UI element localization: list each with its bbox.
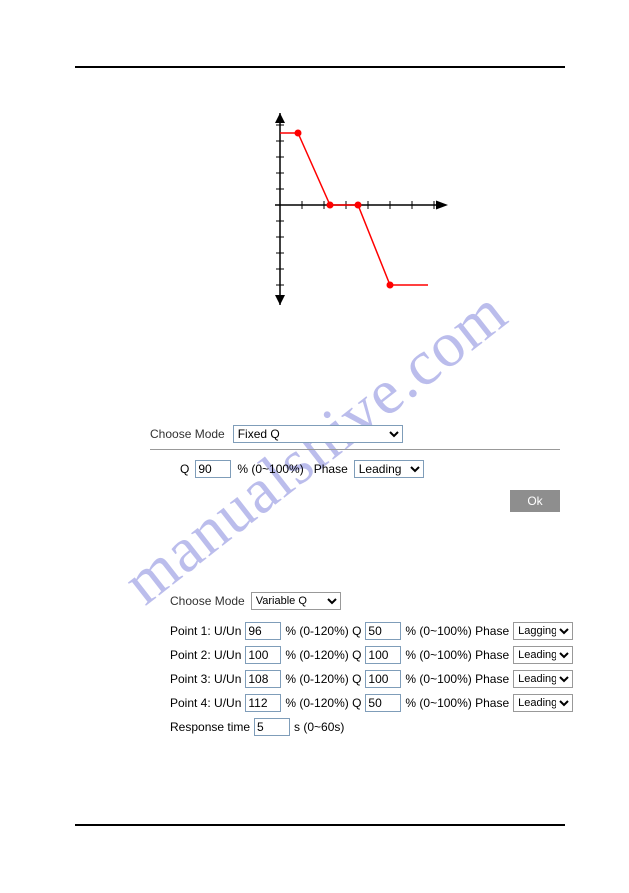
q-input[interactable] <box>195 460 231 478</box>
qv-chart <box>230 105 460 325</box>
uun-input[interactable] <box>245 622 281 640</box>
q-input[interactable] <box>365 694 401 712</box>
top-rule <box>75 66 565 68</box>
uun-range: % (0-120%) Q <box>285 672 361 686</box>
point-label: Point 3: U/Un <box>170 672 241 686</box>
q-range: % (0~100%) Phase <box>405 696 509 710</box>
q-range: % (0~100%) Phase <box>405 624 509 638</box>
uun-range: % (0-120%) Q <box>285 648 361 662</box>
point-row: Point 1: U/Un % (0-120%) Q % (0~100%) Phas… <box>170 622 580 640</box>
q-input[interactable] <box>365 670 401 688</box>
q-label: Q <box>180 462 189 476</box>
point-label: Point 1: U/Un <box>170 624 241 638</box>
uun-input[interactable] <box>245 646 281 664</box>
mode-select-var[interactable]: Variable Q <box>251 592 341 610</box>
point-label: Point 4: U/Un <box>170 696 241 710</box>
q-range: % (0~100%) Phase <box>405 648 509 662</box>
point-row: Point 2: U/Un % (0-120%) Q % (0~100%) Phas… <box>170 646 580 664</box>
point-row: Point 4: U/Un % (0-120%) Q % (0~100%) Phas… <box>170 694 580 712</box>
q-range: % (0~100%) Phase <box>405 672 509 686</box>
mode-select-fixed[interactable]: Fixed Q <box>233 425 403 443</box>
q-input[interactable] <box>365 646 401 664</box>
phase-select[interactable]: LaggingLeading <box>513 646 573 664</box>
point-row: Point 3: U/Un % (0-120%) Q % (0~100%) Phas… <box>170 670 580 688</box>
uun-range: % (0-120%) Q <box>285 624 361 638</box>
uun-input[interactable] <box>245 670 281 688</box>
response-time-range: s (0~60s) <box>294 720 344 734</box>
point-label: Point 2: U/Un <box>170 648 241 662</box>
ok-button[interactable]: Ok <box>510 490 560 512</box>
fixed-q-panel: Choose Mode Fixed Q Q % (0~100%) Phase L… <box>150 425 560 478</box>
phase-select[interactable]: LaggingLeading <box>513 694 573 712</box>
bottom-rule <box>75 824 565 826</box>
phase-label: Phase <box>314 462 348 476</box>
uun-input[interactable] <box>245 694 281 712</box>
q-range: % (0~100%) <box>237 462 303 476</box>
phase-select-fixed[interactable]: Leading <box>354 460 424 478</box>
choose-mode-label: Choose Mode <box>150 427 225 441</box>
q-input[interactable] <box>365 622 401 640</box>
phase-select[interactable]: LaggingLeading <box>513 670 573 688</box>
response-time-input[interactable] <box>254 718 290 736</box>
choose-mode-label-var: Choose Mode <box>170 594 245 608</box>
variable-q-panel: Choose Mode Variable Q Point 1: U/Un % (0… <box>170 592 580 736</box>
uun-range: % (0-120%) Q <box>285 696 361 710</box>
response-time-label: Response time <box>170 720 250 734</box>
phase-select[interactable]: LaggingLeading <box>513 622 573 640</box>
